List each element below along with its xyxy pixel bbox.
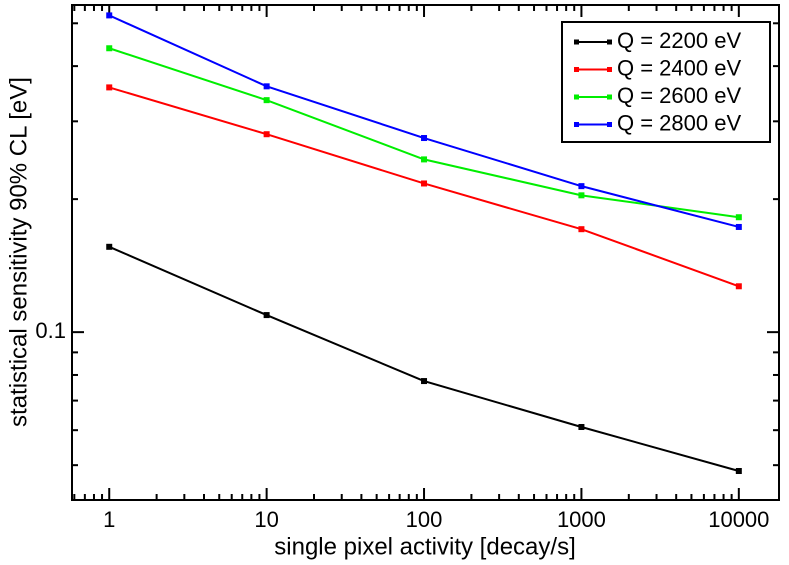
point xyxy=(106,12,113,19)
legend-marker xyxy=(574,39,579,45)
legend-label: Q = 2800 eV xyxy=(617,110,741,135)
legend-marker xyxy=(607,94,612,100)
point xyxy=(421,156,428,163)
point xyxy=(735,468,742,475)
point xyxy=(421,378,428,385)
point xyxy=(263,131,270,138)
legend-marker xyxy=(574,67,579,72)
point xyxy=(578,183,585,190)
legend-marker xyxy=(607,122,612,127)
x-tick-label: 100 xyxy=(406,507,443,532)
series-line xyxy=(108,245,740,472)
point xyxy=(578,424,585,431)
point xyxy=(263,312,270,319)
legend-label: Q = 2400 eV xyxy=(617,55,741,80)
legend-marker xyxy=(607,39,612,45)
legend-label: Q = 2600 eV xyxy=(617,83,741,108)
y-tick-label: 0.1 xyxy=(35,318,66,343)
point xyxy=(735,223,742,230)
legend-marker xyxy=(607,67,612,72)
x-tick-label: 1 xyxy=(103,507,115,532)
point xyxy=(735,283,742,290)
legend-label: Q = 2200 eV xyxy=(617,28,741,53)
legend-marker xyxy=(574,94,579,100)
point xyxy=(735,214,742,221)
point xyxy=(106,243,113,250)
point xyxy=(578,192,585,199)
point xyxy=(106,84,113,91)
y-axis-label: statistical sensitivity 90% CL [eV] xyxy=(5,77,32,427)
x-tick-label: 10000 xyxy=(708,507,769,532)
point xyxy=(421,180,428,187)
point xyxy=(263,83,270,90)
point xyxy=(106,45,113,52)
x-tick-label: 10 xyxy=(254,507,278,532)
legend-marker xyxy=(574,122,579,127)
point xyxy=(263,97,270,104)
point xyxy=(578,226,585,233)
x-axis-label: single pixel activity [decay/s] xyxy=(274,533,575,560)
point xyxy=(421,135,428,142)
plot-frame xyxy=(71,4,780,501)
x-tick-label: 1000 xyxy=(557,507,606,532)
